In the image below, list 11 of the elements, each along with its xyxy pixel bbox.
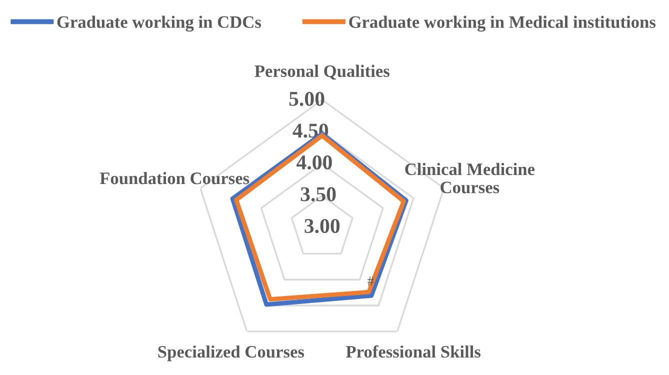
spoke-label: Specialized Courses — [158, 345, 304, 362]
y-tick-label: 3.00 — [304, 218, 340, 234]
spoke-label: Professional Skills — [346, 345, 481, 358]
y-tick-label: 3.50 — [300, 187, 336, 202]
y-tick-label: 4.00 — [296, 155, 332, 170]
spoke-label: Personal Qualities — [254, 64, 390, 80]
spoke-label: Foundation Courses — [100, 172, 250, 184]
y-tick-label: 5.00 — [289, 92, 324, 106]
spoke-label: Clinical Medicine Courses — [405, 162, 535, 194]
legend-label: Graduate working in Medical institutions — [349, 16, 656, 32]
legend-label: Graduate working in CDCs — [57, 16, 262, 32]
